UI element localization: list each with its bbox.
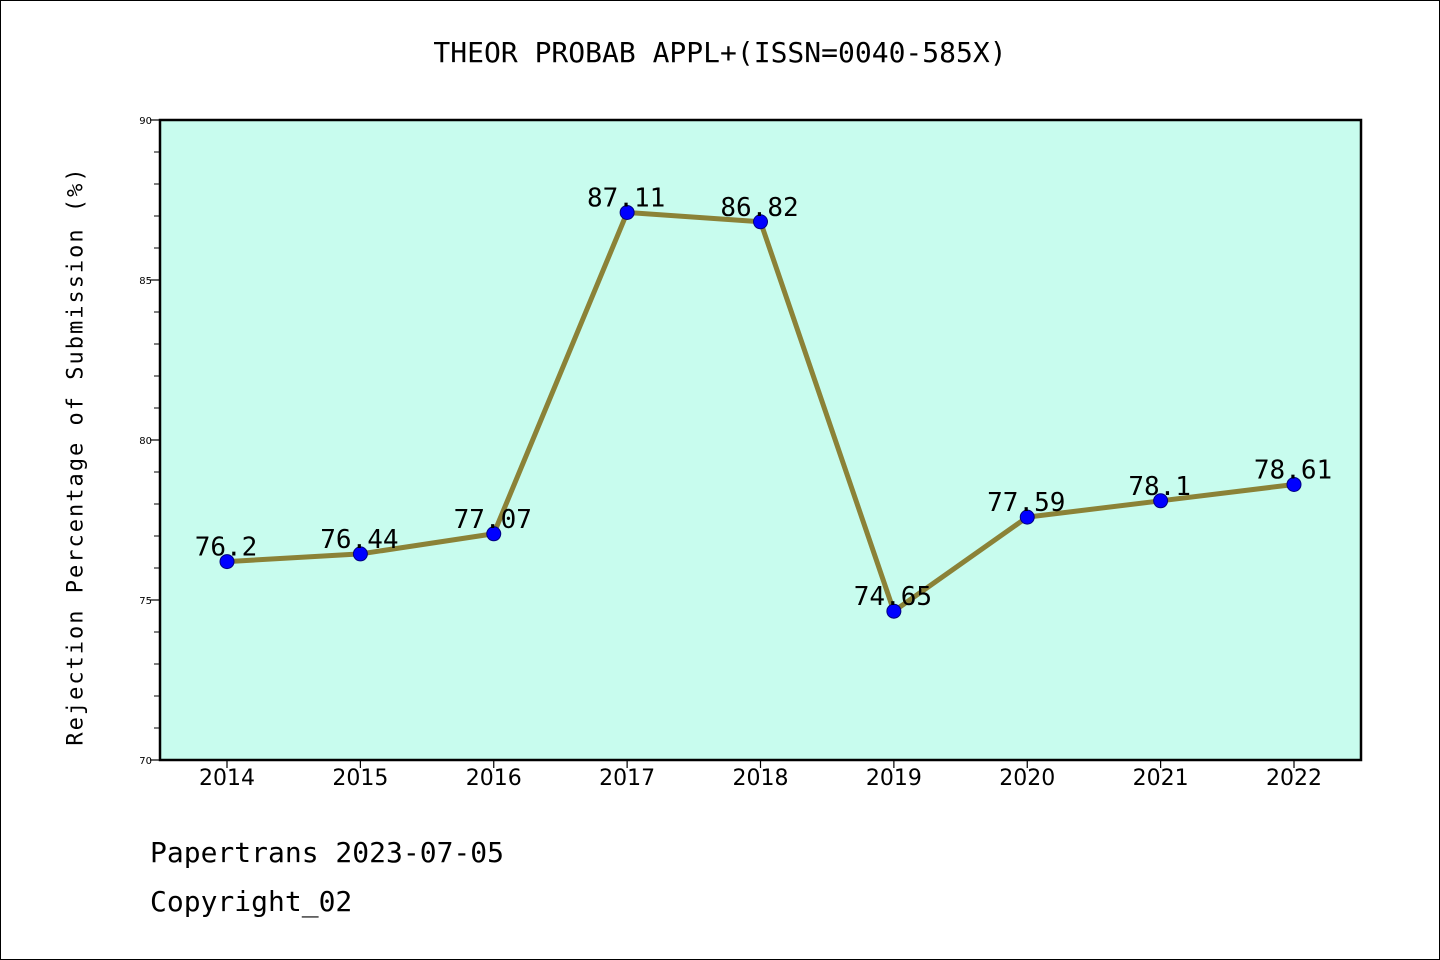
y-axis-ticks: 70 75 80 85 90	[139, 116, 160, 767]
footer-source-date: Papertrans 2023-07-05	[150, 836, 505, 869]
data-point	[486, 526, 502, 542]
data-point	[753, 214, 768, 230]
data-label: 78.1	[1128, 472, 1191, 502]
x-axis-ticks: 2014 2015 2016 2017 2018 2019 2020 2021 2022	[199, 760, 1322, 791]
x-tick-label: 2015	[332, 766, 388, 791]
x-tick-label: 2022	[1266, 766, 1322, 791]
data-point	[619, 204, 635, 220]
data-label: 76.2	[195, 533, 258, 563]
data-label: 87.11	[587, 183, 665, 213]
x-tick-label: 2019	[866, 766, 922, 791]
data-point	[219, 554, 235, 570]
data-label: 78.61	[1254, 455, 1332, 485]
x-tick-label: 2016	[466, 766, 522, 791]
series-group: 76.2 76.44 77.07 87.11 86.82 74.65 77.59 78.1 78…	[195, 183, 1332, 619]
y-tick-label: 70	[139, 756, 152, 767]
data-point	[886, 603, 902, 619]
data-label: 77.59	[987, 488, 1065, 518]
data-point	[1153, 493, 1169, 509]
plot-border	[158, 118, 1363, 762]
y-tick-label: 90	[139, 116, 152, 127]
x-tick-label: 2017	[599, 766, 655, 791]
data-label: 74.65	[854, 582, 932, 612]
data-point	[1286, 476, 1302, 492]
x-tick-label: 2018	[733, 766, 789, 791]
y-tick-label: 85	[139, 276, 152, 287]
data-point	[352, 546, 368, 562]
y-tick-label: 80	[139, 436, 152, 447]
data-label: 77.07	[454, 505, 532, 535]
x-tick-label: 2014	[199, 766, 255, 791]
x-tick-label: 2020	[999, 766, 1055, 791]
data-label: 76.44	[320, 525, 398, 555]
data-point	[1019, 509, 1035, 525]
data-label: 86.82	[720, 193, 798, 223]
x-tick-label: 2021	[1133, 766, 1189, 791]
y-tick-label: 75	[139, 596, 152, 607]
footer-copyright: Copyright_02	[150, 885, 353, 918]
chart-title: THEOR PROBAB APPL+(ISSN=0040-585X)	[433, 36, 1007, 69]
